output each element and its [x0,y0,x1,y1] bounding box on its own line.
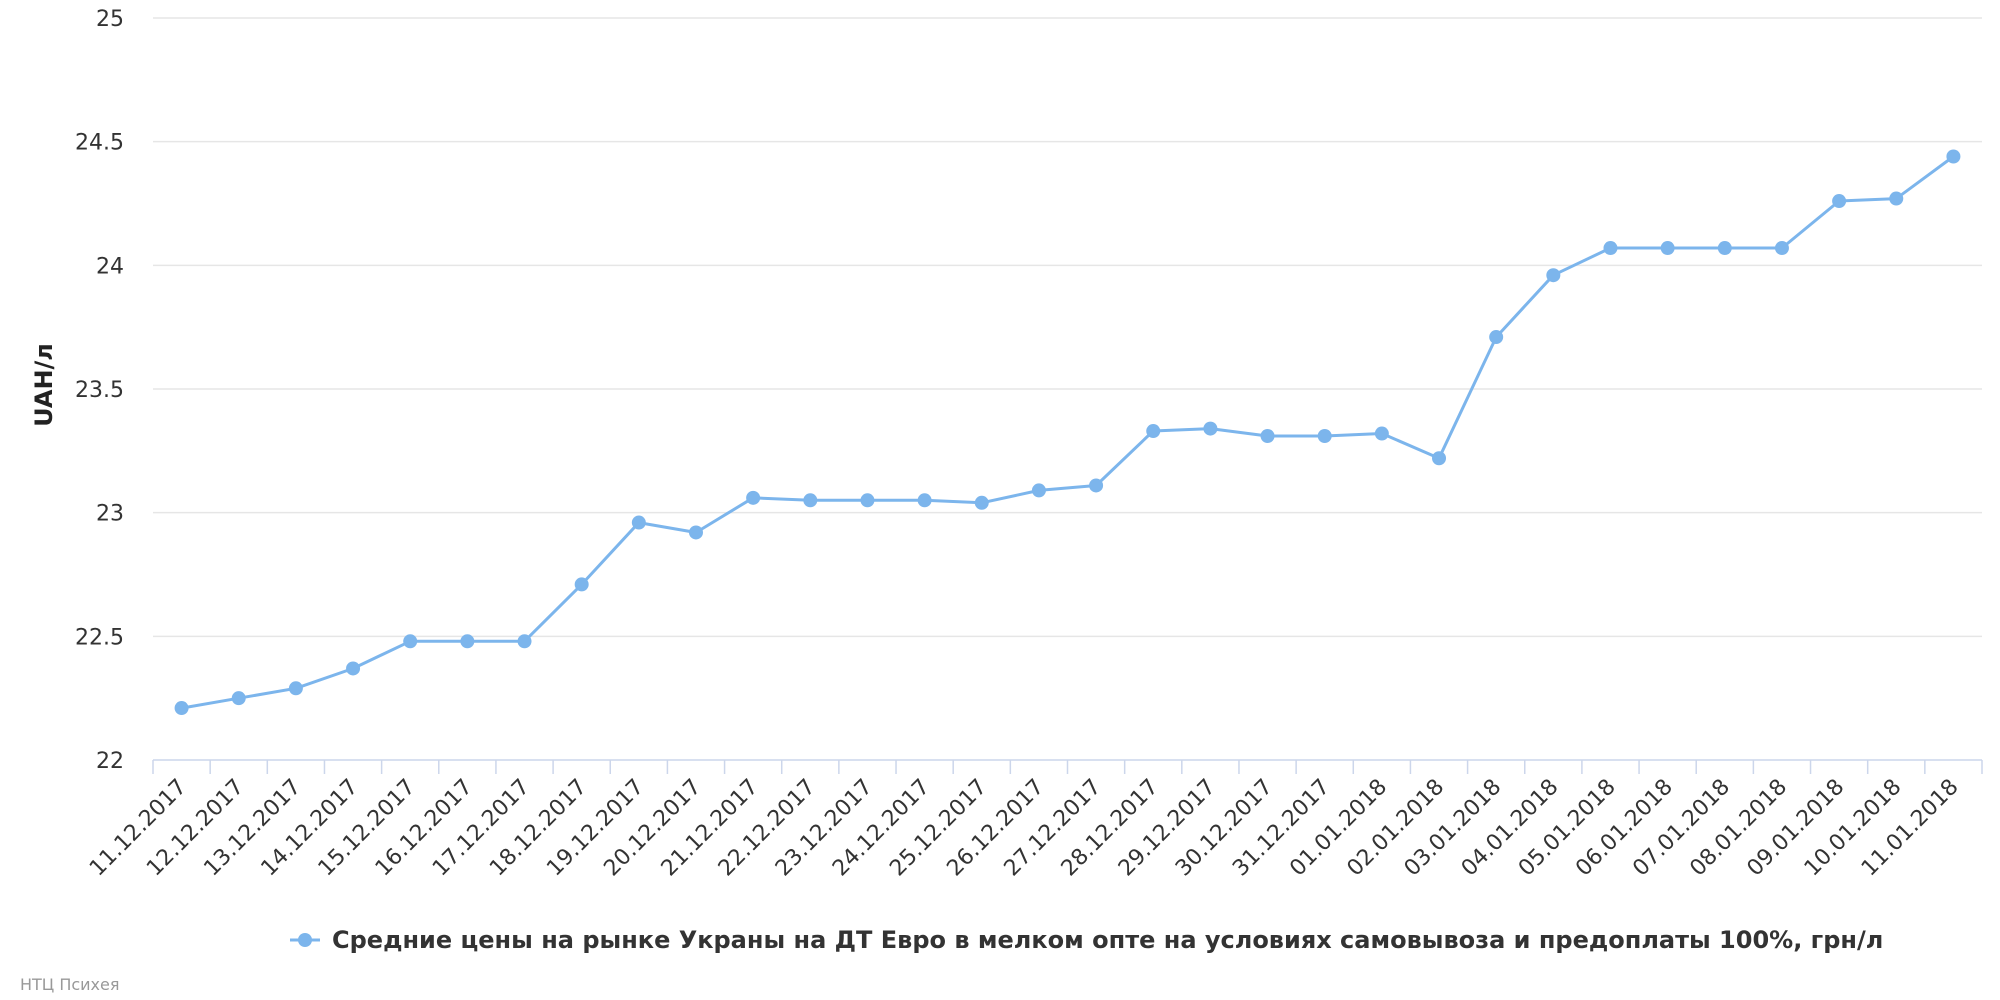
y-tick-label: 22 [96,749,124,774]
data-point[interactable] [574,577,589,592]
data-point[interactable] [803,493,818,508]
data-point[interactable] [1031,483,1046,498]
data-point[interactable] [1660,241,1675,256]
data-point[interactable] [231,691,246,706]
data-point[interactable] [1374,426,1389,441]
data-point[interactable] [1260,428,1275,443]
y-axis-ticks: 22 22.5 23 23.5 24 24.5 25 [75,7,124,774]
data-point[interactable] [403,634,418,649]
data-point[interactable] [1717,241,1732,256]
y-axis-label: UAH/л [30,343,58,427]
x-axis [152,759,1983,774]
data-point[interactable] [288,681,303,696]
data-point[interactable] [1089,478,1104,493]
gridlines [153,17,1982,638]
data-point[interactable] [1546,268,1561,283]
legend[interactable]: Средние цены на рынке Украны на ДТ Евро … [290,926,1883,954]
data-point[interactable] [517,634,532,649]
data-point[interactable] [1832,194,1847,209]
data-point[interactable] [1317,428,1332,443]
data-point[interactable] [460,634,475,649]
data-point[interactable] [1946,149,1961,164]
legend-label: Средние цены на рынке Украны на ДТ Евро … [332,926,1883,954]
data-point[interactable] [1489,330,1504,345]
data-point[interactable] [631,515,646,530]
legend-marker [298,933,312,947]
data-point[interactable] [860,493,875,508]
data-point[interactable] [917,493,932,508]
data-point[interactable] [688,525,703,540]
data-point[interactable] [1432,451,1447,466]
series-line [181,155,1955,710]
y-tick-label: 23 [96,502,124,527]
y-tick-label: 23.5 [75,378,124,403]
data-point[interactable] [1603,241,1618,256]
y-tick-label: 25 [96,7,124,32]
data-point[interactable] [746,490,761,505]
data-point[interactable] [174,701,189,716]
credit-label[interactable]: НТЦ Психея [20,975,120,994]
x-axis-ticks: 11.12.201712.12.201713.12.201714.12.2017… [85,775,1964,882]
y-tick-label: 24 [96,254,124,279]
data-point[interactable] [346,661,361,676]
data-point[interactable] [974,495,989,510]
data-point[interactable] [1146,424,1161,439]
data-points [174,149,1961,716]
y-tick-label: 22.5 [75,625,124,650]
data-point[interactable] [1889,191,1904,206]
data-point[interactable] [1203,421,1218,436]
y-tick-label: 24.5 [75,131,124,156]
data-point[interactable] [1774,241,1789,256]
